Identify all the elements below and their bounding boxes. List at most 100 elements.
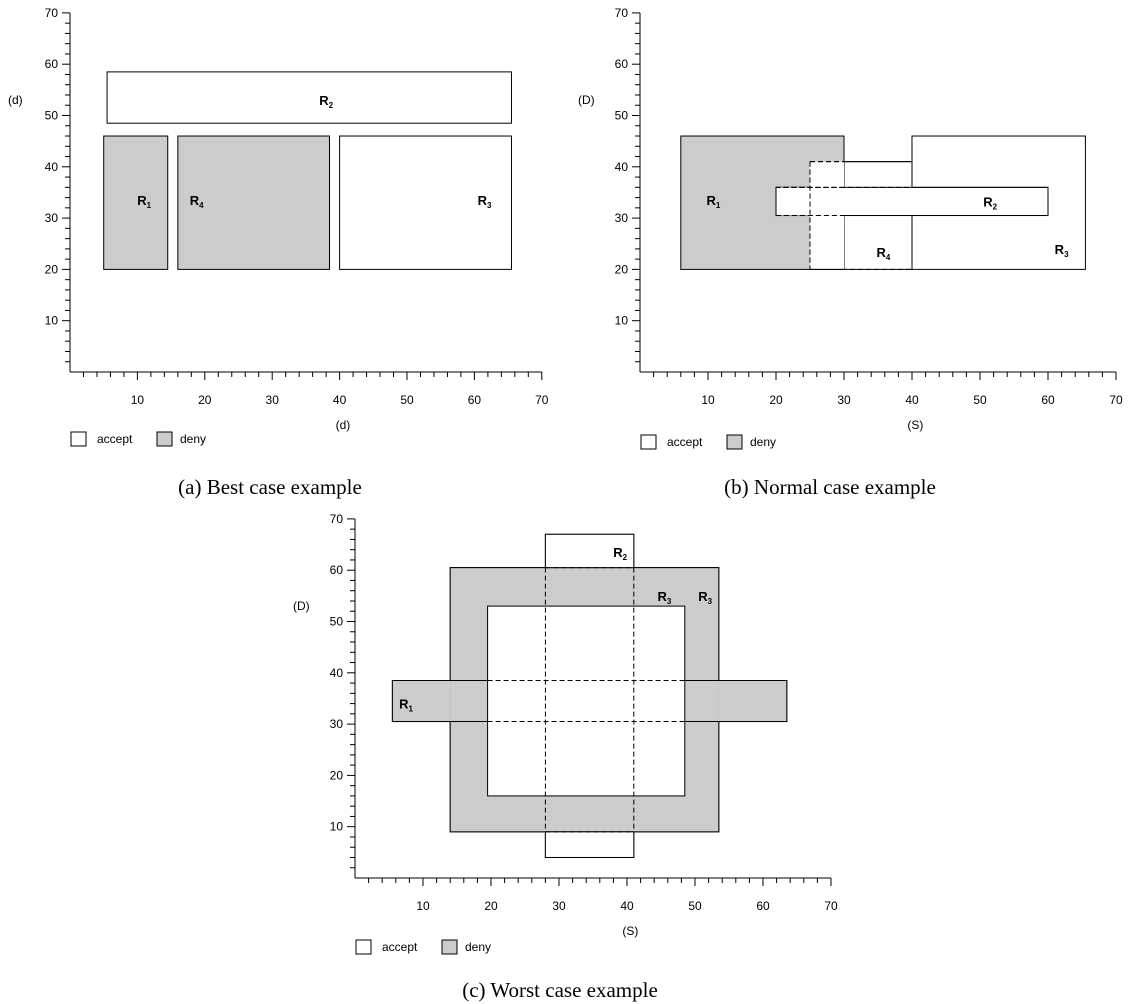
rule-label-name: R: [190, 193, 200, 208]
rule-label-name: R: [1055, 242, 1065, 257]
y-tick-label: 70: [330, 512, 344, 526]
x-tick-label: 40: [333, 393, 347, 407]
x-axis-title: (d): [336, 418, 351, 432]
rule-label-sub: 4: [199, 201, 204, 210]
rule-r3-inner-region: [487, 605, 686, 797]
legend-deny-label: deny: [750, 435, 776, 449]
legend-deny-label: deny: [180, 432, 206, 446]
panel-caption: (a) Best case example: [178, 475, 362, 499]
y-tick-label: 30: [330, 717, 344, 731]
x-axis-title: (S): [907, 418, 923, 432]
x-tick-label: 50: [973, 393, 987, 407]
x-tick-label: 20: [198, 393, 212, 407]
rule-label-r2: R2: [319, 93, 333, 110]
y-tick-label: 30: [615, 211, 629, 225]
rule-label-r1: R1: [399, 697, 413, 714]
panel-caption: (b) Normal case example: [724, 475, 936, 499]
y-tick-label: 40: [330, 666, 344, 680]
rule-label-sub: 2: [993, 203, 998, 212]
y-tick-label: 20: [330, 768, 344, 782]
rule-label-r3: R3: [478, 193, 492, 210]
rule-label-r3: R3: [698, 589, 712, 606]
legend-accept-label: accept: [382, 940, 418, 954]
rule-label-r1: R1: [707, 193, 721, 210]
x-tick-label: 40: [905, 393, 919, 407]
legend-accept-swatch: [70, 431, 87, 447]
rule-label-name: R: [478, 193, 488, 208]
x-tick-label: 20: [769, 393, 783, 407]
y-tick-label: 40: [45, 160, 59, 174]
y-tick-label: 20: [615, 262, 629, 276]
y-tick-label: 60: [45, 57, 59, 71]
rule-label-sub: 3: [708, 597, 713, 606]
y-tick-label: 20: [45, 262, 59, 276]
y-tick-label: 50: [330, 615, 344, 629]
x-tick-label: 10: [701, 393, 715, 407]
rule-label-name: R: [613, 545, 623, 560]
rule-label-name: R: [399, 697, 409, 712]
x-tick-label: 50: [400, 393, 414, 407]
rule-label-sub: 3: [667, 597, 672, 606]
rule-label-name: R: [657, 589, 667, 604]
legend-deny-swatch: [156, 431, 173, 447]
rule-label-sub: 3: [487, 201, 492, 210]
rule-label-sub: 3: [1064, 250, 1069, 259]
rule-label-name: R: [137, 193, 147, 208]
rule-label-r4: R4: [877, 245, 891, 262]
rule-r1-region: [103, 135, 169, 270]
legend-accept-swatch: [355, 939, 372, 955]
panel-worst-case: R2R3R1R31010202030304040505060607070(S)(…: [293, 512, 838, 1002]
legend-accept-label: accept: [97, 432, 133, 446]
legend-deny-swatch: [441, 939, 458, 955]
rule-r3-region: [339, 135, 512, 270]
y-tick-label: 60: [330, 563, 344, 577]
rule-label-r2: R2: [613, 545, 627, 562]
legend-accept-swatch: [640, 434, 657, 450]
rule-r1-left-stub: [391, 679, 451, 723]
x-tick-label: 70: [824, 899, 838, 913]
x-tick-label: 10: [416, 899, 430, 913]
x-tick-label: 30: [552, 899, 566, 913]
rule-label-name: R: [707, 193, 717, 208]
rule-r2-bottom-stub: [544, 831, 635, 858]
y-tick-label: 70: [615, 6, 629, 20]
x-tick-label: 40: [620, 899, 634, 913]
x-tick-label: 60: [1041, 393, 1055, 407]
x-tick-label: 30: [266, 393, 280, 407]
y-tick-label: 30: [45, 211, 59, 225]
rule-r1-right-stub: [718, 679, 788, 723]
rule-label-sub: 2: [329, 101, 334, 110]
x-tick-label: 20: [484, 899, 498, 913]
y-tick-label: 60: [615, 57, 629, 71]
y-tick-label: 50: [615, 109, 629, 123]
rule-label-name: R: [319, 93, 329, 108]
x-axis-title: (S): [622, 924, 638, 938]
x-tick-label: 70: [1109, 393, 1123, 407]
rule-label-sub: 1: [408, 705, 413, 714]
panel-caption: (c) Worst case example: [462, 978, 658, 1002]
rule-label-name: R: [983, 195, 993, 210]
y-tick-label: 50: [45, 109, 59, 123]
y-axis-title: (D): [293, 599, 310, 613]
rule-label-r1: R1: [137, 193, 151, 210]
y-tick-label: 70: [45, 6, 59, 20]
rule-label-r2: R2: [983, 195, 997, 212]
rule-label-r3: R3: [1055, 242, 1069, 259]
y-tick-label: 10: [45, 314, 59, 328]
rule-label-sub: 1: [147, 201, 152, 210]
rule-label-sub: 4: [886, 253, 891, 262]
legend-deny-swatch: [726, 434, 743, 450]
x-tick-label: 10: [131, 393, 145, 407]
x-tick-label: 70: [535, 393, 549, 407]
y-tick-label: 10: [615, 314, 629, 328]
rule-label-name: R: [698, 589, 708, 604]
rule-label-name: R: [877, 245, 887, 260]
x-tick-label: 60: [468, 393, 482, 407]
y-tick-label: 40: [615, 160, 629, 174]
y-axis-title: (D): [578, 93, 595, 107]
rule-r2-region: [106, 71, 512, 124]
y-tick-label: 10: [330, 820, 344, 834]
x-tick-label: 30: [837, 393, 851, 407]
